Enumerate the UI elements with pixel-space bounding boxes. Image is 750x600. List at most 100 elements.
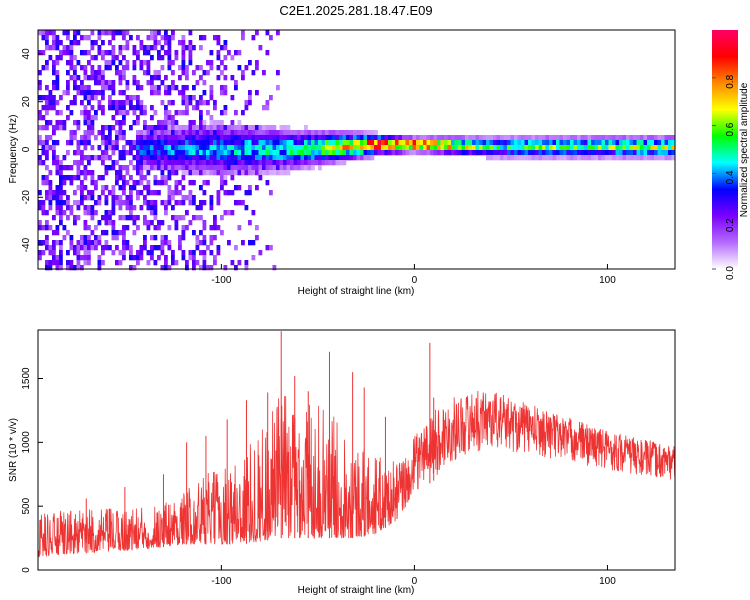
spectrogram-cell [286, 165, 291, 171]
spectrogram-cell [573, 135, 578, 141]
spectrogram-cell [591, 145, 595, 151]
spectrogram-cell [195, 100, 200, 106]
spectrogram-cell [66, 140, 70, 146]
spectrogram-cell [223, 130, 228, 136]
spectrogram-cell [111, 225, 116, 231]
spectrogram-cell [510, 135, 515, 141]
spectrogram-cell [146, 180, 151, 186]
spectrogram-cell [241, 70, 245, 76]
spectrogram-cell [94, 90, 98, 96]
spectrogram-cell [213, 235, 217, 241]
spectrogram-cell [423, 145, 427, 151]
spectrogram-cell [90, 230, 95, 236]
spectrogram-cell [510, 145, 515, 151]
spectrogram-cell [220, 230, 224, 236]
spectrogram-cell [248, 145, 252, 151]
spectrogram-cell [580, 150, 585, 156]
snr-ylabel: SNR (10 * v/v) [8, 418, 19, 482]
spectrogram-cell [566, 140, 571, 146]
spectrogram-cell [230, 160, 235, 166]
spectrogram-cell [570, 140, 574, 146]
spectrogram-cell [314, 135, 319, 141]
spectrogram-cell [76, 245, 81, 251]
spectrogram-cell [171, 115, 175, 121]
spectrogram-cell [255, 140, 259, 146]
spectrogram-cell [76, 165, 81, 171]
spectrogram-cell [615, 155, 620, 161]
spectrogram-cell [199, 230, 203, 236]
spectrogram-cell [62, 120, 67, 126]
spectrogram-cell [251, 140, 256, 146]
spectrogram-cell [55, 120, 60, 126]
spectrogram-cell [517, 155, 522, 161]
spectrogram-cell [192, 250, 196, 256]
spectrogram-cell [76, 160, 81, 166]
spectrogram-cell [94, 155, 98, 161]
spectrogram-cell [104, 60, 109, 66]
spectrogram-cell [234, 50, 238, 56]
spectrogram-cell [286, 125, 291, 131]
spectrogram-cell [269, 130, 273, 136]
spectrogram-cell [552, 135, 557, 141]
spectrogram-cell [164, 255, 168, 261]
spectrogram-cell [125, 215, 130, 221]
spectrogram-cell [426, 135, 431, 141]
spectrogram-cell [206, 70, 210, 76]
spectrogram-cell [622, 140, 627, 146]
spectrogram-cell [146, 60, 151, 66]
spectrogram-cell [167, 60, 172, 66]
spectrogram-cell [87, 110, 91, 116]
spectrogram-cell [97, 130, 102, 136]
spectrogram-cell [94, 225, 98, 231]
spectrogram-cell [73, 160, 77, 166]
spectrogram-cell [489, 150, 494, 156]
spectrogram-cell [234, 200, 238, 206]
spectrogram-cell [164, 35, 168, 41]
spectrogram-cell [654, 145, 658, 151]
spectrogram-cell [181, 60, 186, 66]
spectrogram-cell [307, 140, 312, 146]
spectrogram-cell [178, 90, 182, 96]
spectrogram-cell [174, 140, 179, 146]
spectrogram-cell [248, 150, 252, 156]
spectrogram-cell [202, 220, 207, 226]
spectrogram-cell [90, 40, 95, 46]
spectrogram-cell [87, 255, 91, 261]
spectrogram-cell [87, 225, 91, 231]
spectrogram-cell [69, 140, 74, 146]
spectrogram-cell [405, 135, 410, 141]
spectrogram-cell [111, 200, 116, 206]
spectrogram-cell [167, 35, 172, 41]
spectrogram-cell [188, 250, 193, 256]
spectrogram-cell [73, 215, 77, 221]
spectrogram-cell [157, 225, 161, 231]
spectrogram-cell [192, 85, 196, 91]
spectrogram-cell [643, 140, 648, 146]
spectrogram-cell [461, 150, 466, 156]
spectrogram-cell [80, 80, 84, 86]
spectrogram-cell [153, 175, 158, 181]
spectrogram-cell [164, 265, 168, 271]
spectrogram-cell [437, 140, 441, 146]
spectrogram-cell [45, 225, 49, 231]
spectrogram-cell [41, 150, 46, 156]
spectrogram-cell [188, 60, 193, 66]
spectrogram-cell [370, 145, 375, 151]
spectrogram-cell [325, 155, 329, 161]
spectrogram-cell [507, 135, 511, 141]
spectrogram-cell [45, 85, 49, 91]
spectrogram-cell [192, 230, 196, 236]
spectrogram-cell [195, 125, 200, 131]
spectrogram-cell [528, 135, 532, 141]
spectrogram-cell [48, 250, 53, 256]
spectrogram-cell [111, 230, 116, 236]
spectrogram-cell [265, 130, 270, 136]
spectrogram-cell [69, 260, 74, 266]
spectrogram-cell [398, 150, 403, 156]
spectrogram-cell [174, 260, 179, 266]
spectrogram-cell [584, 150, 588, 156]
spectrogram-cell [489, 145, 494, 151]
colorbar-tick-label: 0.0 [725, 266, 736, 280]
spectrogram-cell [237, 260, 242, 266]
spectrogram-cell [279, 160, 284, 166]
